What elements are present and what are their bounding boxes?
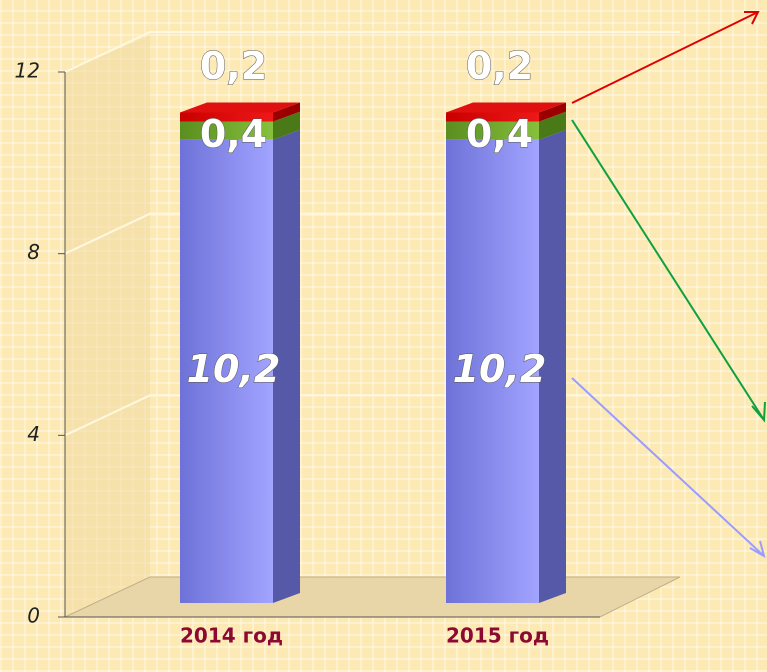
bar-top (180, 102, 300, 113)
bar-side (539, 102, 566, 122)
bar-side (539, 129, 566, 603)
arrow-head (751, 401, 766, 423)
bar-side (273, 102, 300, 122)
arrow (571, 11, 759, 104)
y-tick-label: 8 (27, 240, 40, 264)
bar-segment (180, 139, 273, 603)
side-wall (65, 35, 150, 617)
bar-top (446, 102, 566, 113)
bar-segment (446, 139, 539, 603)
arrow-head (744, 11, 760, 25)
y-tick-label: 4 (27, 422, 40, 446)
grid-line (64, 31, 680, 73)
value-label: 0,4 (466, 112, 533, 156)
value-label: 0,4 (200, 112, 267, 156)
arrow (571, 377, 765, 557)
value-label: 10,2 (453, 347, 547, 391)
y-tick-label: 12 (15, 59, 40, 83)
bar-segment (180, 112, 273, 122)
x-tick-label: 2015 год (446, 624, 549, 648)
value-label: 10,2 (187, 347, 281, 391)
floor (64, 576, 681, 618)
bar-segment (446, 112, 539, 122)
grid-line (64, 394, 680, 437)
arrow (571, 119, 765, 421)
grid-line (64, 212, 680, 255)
bar-side (273, 111, 300, 140)
y-tick-label: 0 (27, 604, 40, 628)
arrow-head (749, 540, 766, 559)
value-label: 0,2 (466, 44, 533, 88)
bar-side (539, 111, 566, 140)
bar-segment (446, 121, 539, 140)
bar-side (273, 129, 300, 603)
x-tick-label: 2014 год (180, 624, 283, 648)
value-label: 0,2 (200, 44, 267, 88)
bar-segment (180, 121, 273, 140)
